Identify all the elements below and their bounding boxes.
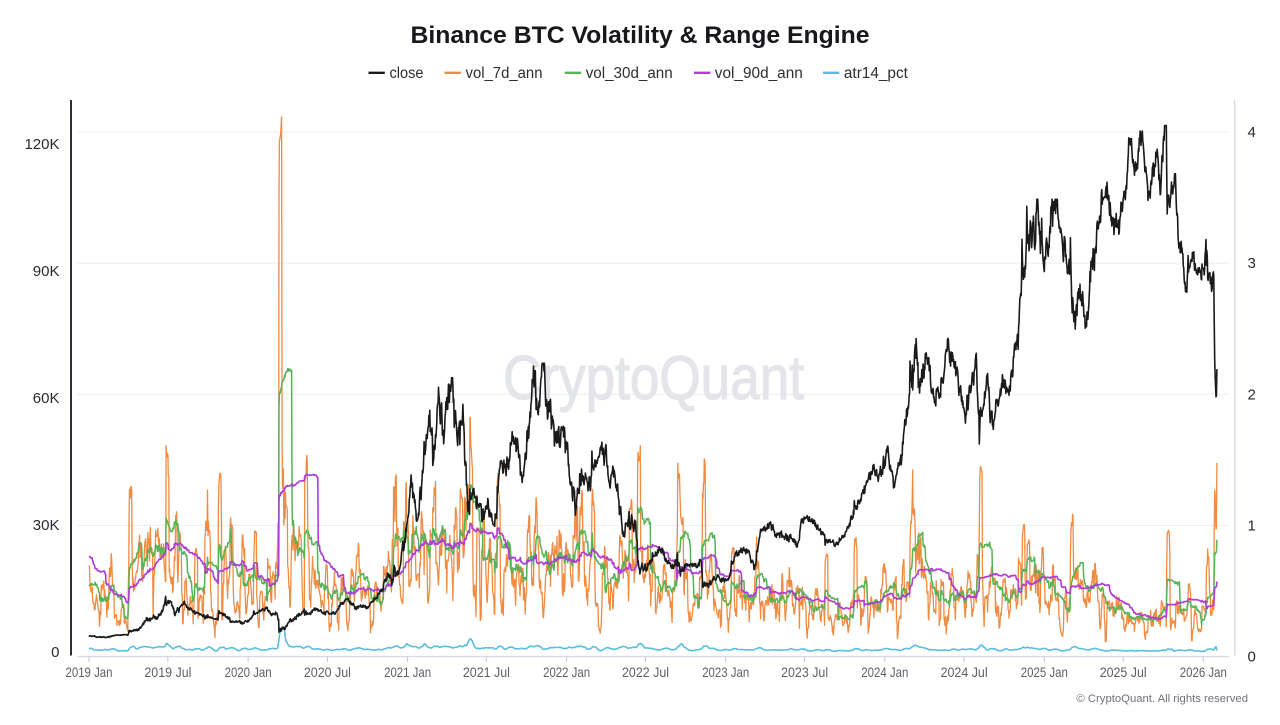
svg-text:2024 Jul: 2024 Jul	[941, 664, 988, 680]
svg-text:2025 Jul: 2025 Jul	[1100, 664, 1147, 680]
svg-text:close: close	[390, 65, 424, 82]
svg-text:2025 Jan: 2025 Jan	[1021, 664, 1068, 680]
svg-text:atr14_pct: atr14_pct	[844, 65, 909, 82]
svg-text:2021 Jan: 2021 Jan	[384, 664, 431, 680]
svg-text:2019 Jan: 2019 Jan	[66, 664, 113, 680]
svg-text:4: 4	[1248, 124, 1256, 141]
svg-text:2021 Jul: 2021 Jul	[463, 664, 510, 680]
svg-text:2023 Jul: 2023 Jul	[781, 664, 828, 680]
svg-text:CryptoQuant: CryptoQuant	[503, 344, 804, 413]
svg-text:2026 Jan: 2026 Jan	[1180, 664, 1227, 680]
svg-text:Binance BTC Volatility & Range: Binance BTC Volatility & Range Engine	[411, 22, 870, 49]
svg-text:2022 Jul: 2022 Jul	[622, 664, 669, 680]
svg-text:2023 Jan: 2023 Jan	[702, 664, 749, 680]
svg-text:vol_7d_ann: vol_7d_ann	[466, 65, 543, 82]
svg-text:2022 Jan: 2022 Jan	[543, 664, 590, 680]
svg-text:0: 0	[51, 644, 59, 661]
svg-text:2024 Jan: 2024 Jan	[861, 664, 908, 680]
svg-text:2019 Jul: 2019 Jul	[144, 664, 191, 680]
svg-text:90K: 90K	[33, 263, 60, 280]
svg-text:120K: 120K	[24, 136, 59, 153]
svg-text:3: 3	[1248, 255, 1256, 272]
svg-text:© CryptoQuant. All rights rese: © CryptoQuant. All rights reserved	[1076, 693, 1248, 705]
svg-text:2: 2	[1248, 386, 1256, 403]
svg-text:2020 Jul: 2020 Jul	[304, 664, 351, 680]
svg-text:vol_30d_ann: vol_30d_ann	[586, 65, 673, 82]
svg-text:0: 0	[1248, 649, 1256, 666]
svg-text:1: 1	[1248, 517, 1256, 534]
svg-text:60K: 60K	[33, 390, 60, 407]
svg-text:30K: 30K	[33, 517, 60, 534]
svg-text:2020 Jan: 2020 Jan	[225, 664, 272, 680]
svg-text:vol_90d_ann: vol_90d_ann	[715, 65, 803, 82]
